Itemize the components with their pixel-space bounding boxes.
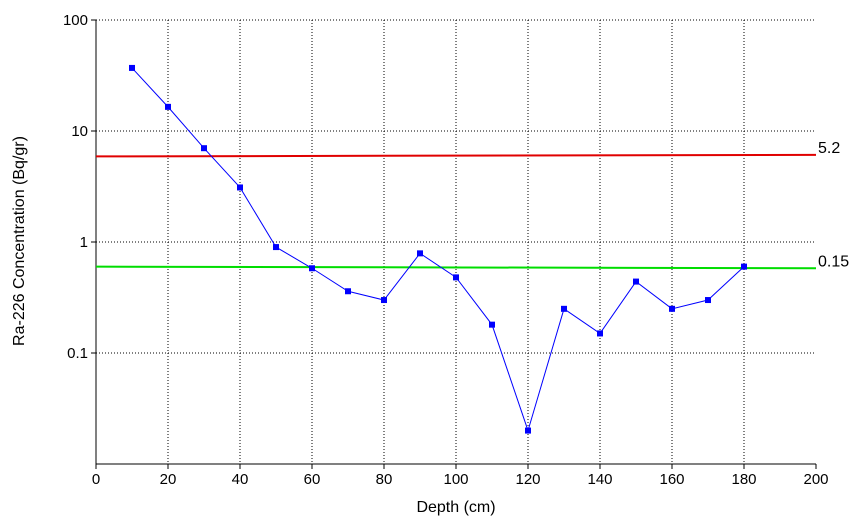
data-point <box>453 274 459 281</box>
data-point <box>309 265 315 272</box>
y-tick-label: 0.1 <box>67 345 88 362</box>
data-point <box>741 263 747 270</box>
y-tick-label: 100 <box>63 12 88 29</box>
y-tick-label: 10 <box>71 123 88 140</box>
x-tick-label: 180 <box>731 471 756 488</box>
x-tick-label: 160 <box>659 471 684 488</box>
data-point <box>669 305 675 312</box>
x-tick-label: 140 <box>587 471 612 488</box>
data-point <box>417 250 423 257</box>
data-point <box>597 330 603 337</box>
data-point <box>237 184 243 191</box>
y-tick-labels: 0.1 1 10 100 <box>63 12 88 362</box>
reference-line-label-2: 0.15 <box>818 253 849 270</box>
data-point <box>201 145 207 152</box>
data-point <box>705 297 711 304</box>
reference-line-label-1: 5.2 <box>818 140 840 157</box>
y-tick-label: 1 <box>80 234 88 251</box>
x-tick-label: 20 <box>160 471 177 488</box>
reference-lines: 5.2 0.15 <box>95 140 849 270</box>
series-line <box>131 67 745 433</box>
x-axis-label: Depth (cm) <box>416 499 495 516</box>
data-series <box>129 64 747 434</box>
data-point <box>165 103 171 110</box>
x-tick-label: 200 <box>803 471 828 488</box>
data-point <box>633 278 639 285</box>
data-point <box>273 244 279 251</box>
data-point <box>561 305 567 312</box>
data-point <box>381 297 387 304</box>
axes <box>91 19 817 469</box>
x-tick-label: 60 <box>304 471 321 488</box>
reference-line-2 <box>95 265 817 270</box>
x-tick-labels: 0 20 40 60 80 100 120 140 160 180 200 <box>92 471 829 488</box>
x-tick-label: 40 <box>232 471 249 488</box>
data-point <box>489 321 495 328</box>
reference-line-1 <box>95 153 817 158</box>
x-tick-label: 100 <box>443 471 468 488</box>
grid-lines <box>96 19 816 464</box>
x-tick-label: 120 <box>515 471 540 488</box>
data-point <box>345 288 351 295</box>
data-point <box>525 427 531 434</box>
data-point <box>129 64 135 71</box>
y-axis-label: Ra-226 Concentration (Bq/gr) <box>11 136 28 346</box>
x-tick-label: 80 <box>376 471 393 488</box>
x-tick-label: 0 <box>92 471 100 488</box>
